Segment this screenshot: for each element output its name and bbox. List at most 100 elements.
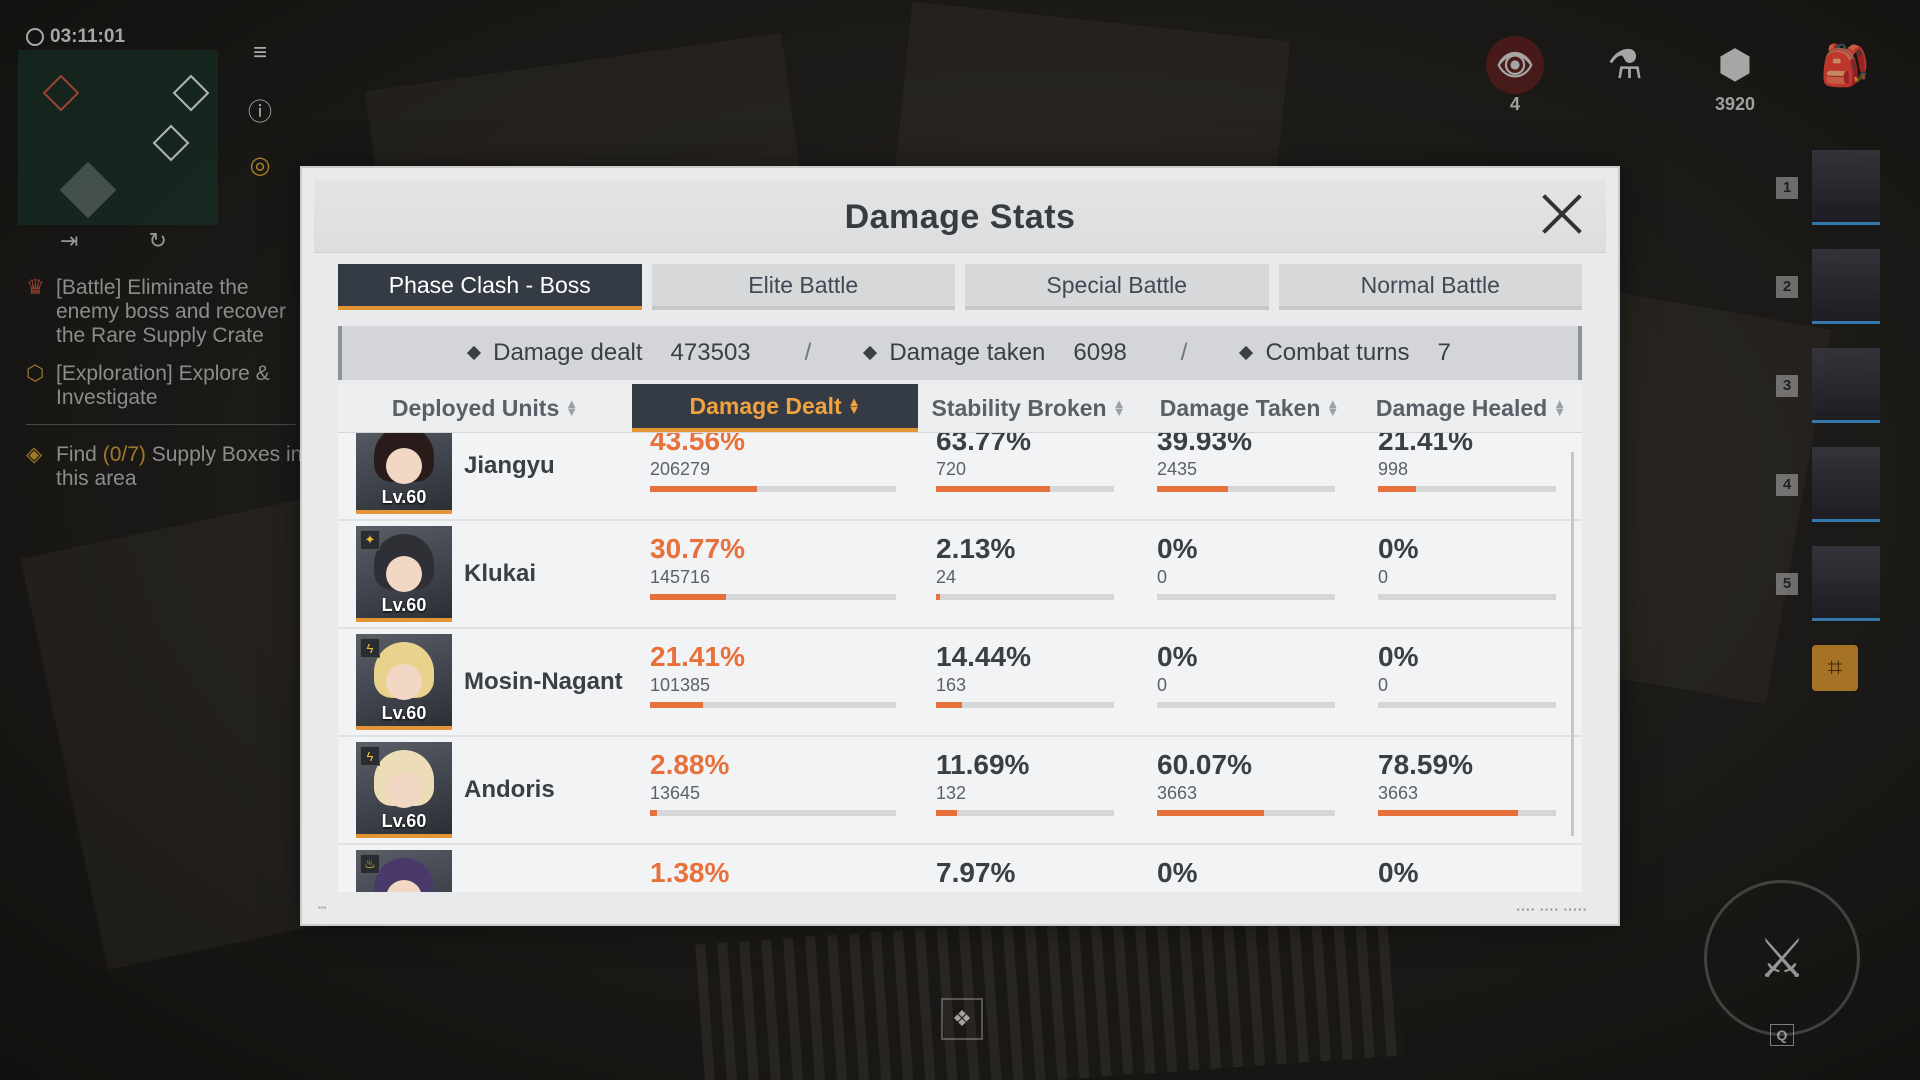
stat-percent: 2.88% <box>650 749 730 780</box>
table-row[interactable]: ϟ Lv.60 Andoris 2.88% 13645 11.69% 132 6… <box>338 737 1582 845</box>
slot-number: 4 <box>1776 473 1798 496</box>
sort-icon: ▲ ▼ <box>1112 396 1126 419</box>
sort-icon: ▲ ▼ <box>847 394 861 417</box>
close-button[interactable] <box>1538 190 1586 238</box>
stat-bar-fill <box>1378 486 1417 492</box>
tab-phase-clash-boss[interactable]: Phase Clash - Boss <box>338 264 642 310</box>
summary-damage-taken: Damage taken 6098 <box>863 339 1127 367</box>
stat-raw-value: 3663 <box>1378 783 1419 803</box>
team-slot[interactable]: 3 <box>1776 348 1880 423</box>
minimap[interactable] <box>18 50 218 225</box>
summary-label: Damage taken <box>889 339 1046 366</box>
paw-button[interactable]: ❖ <box>941 998 983 1040</box>
portrait-face <box>386 772 422 808</box>
table-row[interactable]: ♨ 1.38% 7.97% 0% 0% <box>338 845 1582 892</box>
unit-level: Lv.60 <box>381 595 427 615</box>
table-row[interactable]: ϟ Lv.60 Mosin-Nagant 21.41% 101385 14.44… <box>338 629 1582 737</box>
stat-raw-value: 998 <box>1378 459 1409 479</box>
eye-count: 4 <box>1509 94 1520 114</box>
tab-normal-battle[interactable]: Normal Battle <box>1278 264 1582 310</box>
slot-number: 2 <box>1776 275 1798 298</box>
stat-bar-fill <box>1378 810 1518 816</box>
skill-wheel[interactable]: ⚔ <box>1704 880 1860 1036</box>
column-label: Deployed Units <box>391 394 560 421</box>
stat-bar-fill <box>650 594 726 600</box>
clock-text: 03:11:01 <box>50 26 126 47</box>
stat-bar-fill <box>936 810 957 816</box>
summary-damage-dealt: Damage dealt 473503 <box>467 339 751 367</box>
table-body[interactable]: Lv.60 Jiangyu 43.56% 206279 63.77% 720 3… <box>338 433 1582 892</box>
stat-raw-value: 13645 <box>650 783 701 803</box>
formation-button[interactable]: ⚗ <box>1590 36 1660 94</box>
refresh-icon[interactable]: ↻ <box>148 228 167 253</box>
summary-separator: / <box>804 339 812 366</box>
mission-item[interactable]: ◈ Find (0/7) Supply Boxes in this area <box>26 443 306 491</box>
stat-percent: 0% <box>1157 641 1198 672</box>
stat-raw-value: 2435 <box>1157 459 1198 479</box>
team-slot[interactable]: 4 <box>1776 447 1880 522</box>
sort-icon: ▲ ▼ <box>565 396 579 419</box>
team-slot[interactable]: 1 <box>1776 150 1880 225</box>
tab-special-battle[interactable]: Special Battle <box>965 264 1269 310</box>
unit-cell: ♨ <box>338 845 632 892</box>
unit-portrait: ϟ Lv.60 <box>356 634 452 730</box>
column-damage-dealt[interactable]: Damage Dealt ▲ ▼ <box>632 384 918 432</box>
stat-raw-value: 145716 <box>650 567 711 587</box>
eye-icon: 👁 <box>1486 36 1544 94</box>
stat-bar <box>650 810 896 816</box>
currency-counter[interactable]: ⬢ 3920 <box>1700 36 1770 115</box>
area-marker-icon <box>59 161 117 219</box>
member-portrait <box>1812 150 1880 225</box>
stat-raw-value: 720 <box>936 459 967 479</box>
battle-icon: ♛ <box>26 276 45 299</box>
unit-level: Lv.60 <box>381 811 427 831</box>
stat-bar-fill <box>1157 486 1229 492</box>
tab-elite-battle[interactable]: Elite Battle <box>651 264 955 310</box>
member-portrait <box>1812 249 1880 324</box>
stat-bar-fill <box>936 702 962 708</box>
column-damage-healed[interactable]: Damage Healed ▲ ▼ <box>1360 384 1582 432</box>
stat-cell: 60.07% 3663 <box>1139 737 1360 843</box>
unit-cell: ϟ Lv.60 Andoris <box>338 737 632 843</box>
column-damage-taken[interactable]: Damage Taken ▲ ▼ <box>1139 384 1360 432</box>
stat-bar <box>650 486 896 492</box>
mission-item[interactable]: ⬡ [Exploration] Explore & Investigate <box>26 362 306 410</box>
currency-value: 3920 <box>1714 94 1756 114</box>
target-lock-button[interactable]: ⌗ <box>1812 645 1858 691</box>
mission-text: [Battle] Eliminate the enemy boss and re… <box>56 276 286 347</box>
stat-bar-fill <box>936 486 1050 492</box>
ring-icon[interactable]: ◎ <box>249 151 271 179</box>
stat-cell: 21.41% 998 <box>1360 433 1582 519</box>
unit-name: Mosin-Nagant <box>464 668 623 695</box>
team-roster: 1 2 3 4 5 <box>1776 150 1880 621</box>
table-row[interactable]: Lv.60 Jiangyu 43.56% 206279 63.77% 720 3… <box>338 433 1582 521</box>
stat-cell: 1.38% <box>632 845 918 892</box>
diamond-icon <box>1239 345 1254 361</box>
portrait-face <box>386 664 422 700</box>
diamond-icon <box>467 345 482 361</box>
info-icon[interactable]: ⓘ <box>248 98 272 126</box>
table-row[interactable]: ✦ Lv.60 Klukai 30.77% 145716 2.13% 24 0%… <box>338 521 1582 629</box>
portrait-face <box>386 556 422 592</box>
table-scrollbar[interactable] <box>1571 452 1574 836</box>
mission-list: ♛ [Battle] Eliminate the enemy boss and … <box>26 276 306 505</box>
mission-item[interactable]: ♛ [Battle] Eliminate the enemy boss and … <box>26 276 306 348</box>
stat-raw-value: 101385 <box>650 675 711 695</box>
unit-name: Jiangyu <box>464 452 555 479</box>
stat-raw-value: 3663 <box>1157 783 1198 803</box>
stat-percent: 0% <box>1378 533 1419 564</box>
exit-icon[interactable]: ⇥ <box>60 228 79 253</box>
unit-portrait: Lv.60 <box>356 433 452 514</box>
team-slot[interactable]: 5 <box>1776 546 1880 621</box>
modal-header: Damage Stats <box>314 180 1606 253</box>
column-deployed-units[interactable]: Deployed Units ▲ ▼ <box>338 384 632 432</box>
team-slot[interactable]: 2 <box>1776 249 1880 324</box>
column-stability-broken[interactable]: Stability Broken ▲ ▼ <box>918 384 1139 432</box>
find-suffix: Supply Boxes in this area <box>56 443 303 490</box>
backpack-button[interactable]: 🎒 <box>1810 36 1880 94</box>
vision-counter[interactable]: 👁 4 <box>1480 36 1550 115</box>
stat-bar <box>1378 486 1556 492</box>
menu-icon[interactable]: ≡ <box>252 39 267 66</box>
stat-bar-fill <box>936 594 940 600</box>
paw-icon: ❖ <box>952 1006 972 1031</box>
